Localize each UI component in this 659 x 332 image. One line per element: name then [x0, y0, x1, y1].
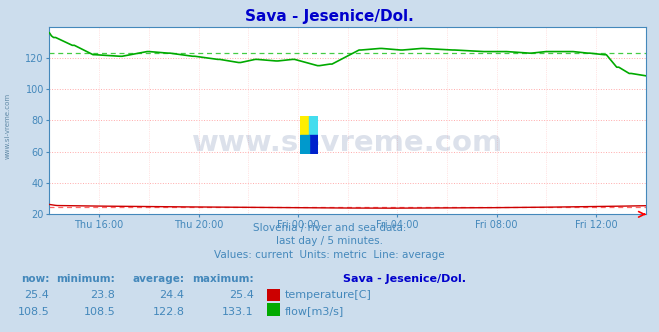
Text: 133.1: 133.1: [222, 307, 254, 317]
Text: 108.5: 108.5: [18, 307, 49, 317]
Text: 24.4: 24.4: [159, 290, 185, 300]
Text: last day / 5 minutes.: last day / 5 minutes.: [276, 236, 383, 246]
Text: www.si-vreme.com: www.si-vreme.com: [5, 93, 11, 159]
Bar: [309, 116, 318, 135]
Text: Sava - Jesenice/Dol.: Sava - Jesenice/Dol.: [245, 9, 414, 24]
Text: 122.8: 122.8: [152, 307, 185, 317]
Text: Slovenia / river and sea data.: Slovenia / river and sea data.: [253, 223, 406, 233]
Text: 23.8: 23.8: [90, 290, 115, 300]
Bar: [309, 135, 318, 154]
Text: maximum:: maximum:: [192, 274, 254, 284]
Bar: [300, 135, 309, 154]
Text: 25.4: 25.4: [24, 290, 49, 300]
Text: 25.4: 25.4: [229, 290, 254, 300]
Text: now:: now:: [21, 274, 49, 284]
Text: flow[m3/s]: flow[m3/s]: [285, 306, 344, 316]
Text: average:: average:: [132, 274, 185, 284]
Text: Sava - Jesenice/Dol.: Sava - Jesenice/Dol.: [343, 274, 466, 284]
Bar: [300, 116, 309, 135]
Text: temperature[C]: temperature[C]: [285, 290, 372, 300]
Text: Values: current  Units: metric  Line: average: Values: current Units: metric Line: aver…: [214, 250, 445, 260]
Text: www.si-vreme.com: www.si-vreme.com: [192, 129, 503, 157]
Text: 108.5: 108.5: [84, 307, 115, 317]
Text: minimum:: minimum:: [57, 274, 115, 284]
